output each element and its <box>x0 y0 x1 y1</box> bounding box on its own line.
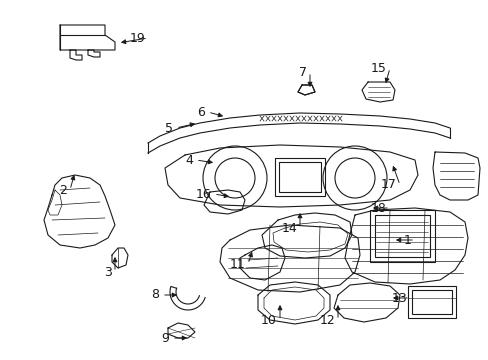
Text: 13: 13 <box>390 292 406 305</box>
Text: 3: 3 <box>104 266 112 279</box>
Bar <box>374 215 429 257</box>
Text: 1: 1 <box>403 234 411 247</box>
Bar <box>407 286 455 318</box>
Text: 6: 6 <box>197 105 204 118</box>
Bar <box>411 290 451 314</box>
Bar <box>369 210 434 262</box>
Text: 7: 7 <box>298 66 306 78</box>
Text: 16: 16 <box>195 188 210 201</box>
Text: 19: 19 <box>129 31 145 45</box>
Text: 5: 5 <box>164 122 173 135</box>
Text: 11: 11 <box>229 257 244 270</box>
Text: 17: 17 <box>380 179 396 192</box>
Text: 10: 10 <box>261 314 276 327</box>
Text: 2: 2 <box>59 184 67 197</box>
Bar <box>279 162 320 192</box>
Text: 18: 18 <box>370 202 386 215</box>
Text: 4: 4 <box>185 153 193 166</box>
Text: 12: 12 <box>319 314 334 327</box>
Bar <box>274 158 325 196</box>
Text: 15: 15 <box>370 62 386 75</box>
Text: 8: 8 <box>151 288 159 302</box>
Text: 9: 9 <box>161 332 169 345</box>
Text: 14: 14 <box>281 221 296 234</box>
